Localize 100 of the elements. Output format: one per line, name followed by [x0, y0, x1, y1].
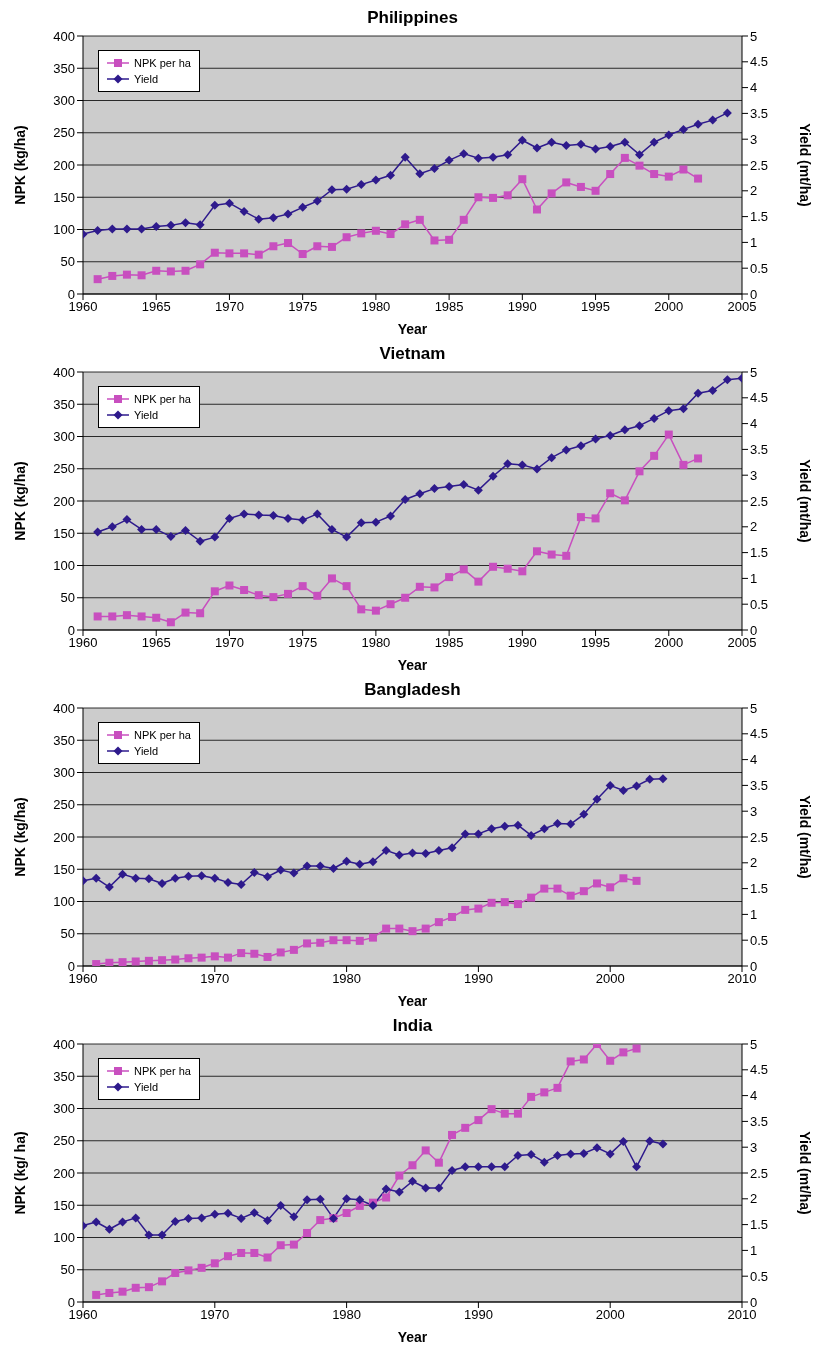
x-axis-title: Year — [397, 993, 428, 1009]
x-tick-label: 1965 — [141, 299, 171, 315]
x-tick-label: 1980 — [332, 1307, 362, 1323]
y2-tick-label: 5 — [750, 364, 758, 380]
x-tick-label: 2005 — [727, 299, 757, 315]
chart-title: Philippines — [366, 8, 459, 29]
y2-tick-label: 0.5 — [750, 596, 769, 612]
y-tick-label: 250 — [53, 125, 75, 141]
y-tick-label: 100 — [53, 1230, 75, 1246]
y2-tick-label: 4 — [750, 752, 758, 768]
x-tick-label: 1960 — [68, 1307, 98, 1323]
x-tick-label: 2000 — [654, 635, 684, 651]
y-tick-label: 350 — [53, 1068, 75, 1084]
y2-tick-label: 4.5 — [750, 726, 769, 742]
y-tick-label: 300 — [53, 1101, 75, 1117]
x-axis-title: Year — [397, 1329, 428, 1345]
y2-tick-label: 3 — [750, 131, 758, 147]
y-tick-label: 150 — [53, 1197, 75, 1213]
chart-title: Vietnam — [378, 344, 447, 365]
x-tick-label: 1980 — [361, 299, 391, 315]
y-axis-title: NPK (kg/ha) — [11, 125, 28, 205]
y-tick-label: 400 — [53, 364, 75, 380]
y-tick-label: 350 — [53, 60, 75, 76]
x-tick-label: 1995 — [581, 299, 611, 315]
y-tick-label: 150 — [53, 525, 75, 541]
x-tick-label: 1965 — [141, 635, 171, 651]
legend-label: Yield — [134, 72, 159, 87]
y2-tick-label: 4.5 — [750, 54, 769, 70]
y2-tick-label: 2 — [750, 855, 758, 871]
x-tick-label: 2010 — [727, 971, 757, 987]
y-axis-title: NPK (kg/ha) — [11, 797, 28, 877]
y-tick-label: 300 — [53, 429, 75, 445]
y2-tick-label: 4.5 — [750, 1062, 769, 1078]
y2-tick-label: 3.5 — [750, 442, 769, 458]
y2-tick-label: 1 — [750, 235, 758, 251]
x-tick-label: 1960 — [68, 971, 98, 987]
y2-axis-title: Yield (mt/ha) — [797, 123, 814, 207]
y-tick-label: 400 — [53, 28, 75, 44]
legend-label: NPK per ha — [134, 1064, 191, 1079]
legend-label: Yield — [134, 408, 159, 423]
y-tick-label: 100 — [53, 558, 75, 574]
y2-tick-label: 1.5 — [750, 1217, 769, 1233]
y-axis-title: NPK (kg/ha) — [11, 461, 28, 541]
x-tick-label: 1980 — [332, 971, 362, 987]
y-tick-label: 50 — [60, 590, 75, 606]
y2-tick-label: 0 — [750, 622, 758, 638]
y2-tick-label: 1.5 — [750, 545, 769, 561]
y-tick-label: 350 — [53, 396, 75, 412]
y2-tick-label: 5 — [750, 700, 758, 716]
y2-tick-label: 2.5 — [750, 829, 769, 845]
y2-tick-label: 4 — [750, 1088, 758, 1104]
y2-tick-label: 2 — [750, 1191, 758, 1207]
y2-tick-label: 5 — [750, 1036, 758, 1052]
chart-title: Bangladesh — [363, 680, 462, 701]
x-tick-label: 1960 — [68, 299, 98, 315]
y2-tick-label: 2 — [750, 183, 758, 199]
y2-tick-label: 0.5 — [750, 260, 769, 276]
x-tick-label: 1985 — [434, 635, 464, 651]
y2-tick-label: 0 — [750, 286, 758, 302]
y2-axis-title: Yield (mt/ha) — [797, 1131, 814, 1215]
y-tick-label: 0 — [67, 958, 75, 974]
x-tick-label: 2000 — [595, 1307, 625, 1323]
legend-label: Yield — [134, 744, 159, 759]
y2-tick-label: 2.5 — [750, 157, 769, 173]
legend-label: Yield — [134, 1080, 159, 1095]
y-tick-label: 400 — [53, 1036, 75, 1052]
y-tick-label: 0 — [67, 622, 75, 638]
y-tick-label: 50 — [60, 926, 75, 942]
chart-title: India — [391, 1016, 434, 1037]
y-tick-label: 0 — [67, 286, 75, 302]
y2-axis-title: Yield (mt/ha) — [797, 459, 814, 543]
x-tick-label: 1970 — [214, 635, 244, 651]
y-tick-label: 300 — [53, 93, 75, 109]
x-tick-label: 1990 — [507, 299, 537, 315]
y2-tick-label: 3.5 — [750, 778, 769, 794]
y-tick-label: 200 — [53, 829, 75, 845]
legend-label: NPK per ha — [134, 728, 191, 743]
x-tick-label: 2000 — [595, 971, 625, 987]
y2-tick-label: 4 — [750, 80, 758, 96]
y2-tick-label: 5 — [750, 28, 758, 44]
x-tick-label: 1980 — [361, 635, 391, 651]
y-tick-label: 150 — [53, 189, 75, 205]
y2-axis-title: Yield (mt/ha) — [797, 795, 814, 879]
y-tick-label: 0 — [67, 1294, 75, 1310]
y-tick-label: 350 — [53, 732, 75, 748]
x-tick-label: 1985 — [434, 299, 464, 315]
y-tick-label: 100 — [53, 894, 75, 910]
y-tick-label: 150 — [53, 861, 75, 877]
y2-tick-label: 4 — [750, 416, 758, 432]
y-tick-label: 50 — [60, 1262, 75, 1278]
x-tick-label: 1970 — [200, 971, 230, 987]
x-axis-title: Year — [397, 321, 428, 337]
x-axis-title: Year — [397, 657, 428, 673]
y2-tick-label: 3 — [750, 467, 758, 483]
x-tick-label: 1975 — [288, 635, 318, 651]
x-tick-label: 1970 — [214, 299, 244, 315]
y2-tick-label: 3 — [750, 803, 758, 819]
x-tick-label: 1990 — [463, 1307, 493, 1323]
y2-tick-label: 0.5 — [750, 1268, 769, 1284]
y2-tick-label: 3.5 — [750, 106, 769, 122]
